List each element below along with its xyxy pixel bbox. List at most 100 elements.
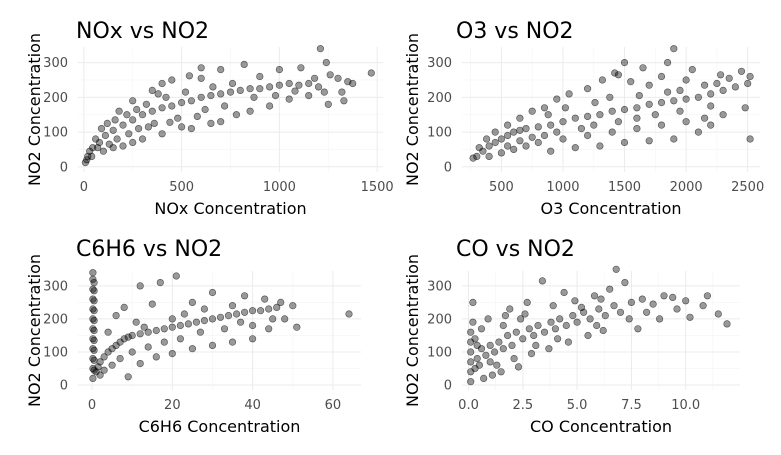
scatter-point — [485, 142, 493, 150]
scatter-point — [486, 358, 494, 366]
scatter-point — [534, 138, 542, 147]
scatter-point — [326, 71, 334, 79]
scatter-point — [324, 100, 332, 108]
scatter-point — [97, 125, 106, 133]
scatter-point — [221, 102, 229, 110]
scatter-point — [176, 335, 184, 343]
scatter-point — [101, 131, 109, 140]
scatter-point — [741, 104, 749, 112]
scatter-point — [532, 341, 540, 350]
scatter-point — [168, 315, 176, 323]
scatter-point — [269, 315, 277, 323]
scatter-point — [99, 147, 107, 155]
scatter-point — [516, 114, 524, 122]
scatter-point — [273, 303, 281, 312]
scatter-point — [233, 310, 241, 318]
scatter-point — [556, 315, 564, 323]
scatter-point — [663, 88, 672, 96]
scatter-point — [275, 65, 284, 74]
scatter-point — [293, 323, 301, 331]
scatter-point — [686, 313, 694, 321]
scatter-point — [93, 144, 102, 152]
scatter-point — [499, 321, 507, 330]
scatter-point — [700, 81, 709, 89]
x-tick-label: 10.0 — [671, 398, 700, 413]
scatter-point — [217, 118, 225, 126]
x-axis-label: NOx Concentration — [154, 199, 306, 218]
scatter-point — [148, 86, 156, 94]
scatter-point — [90, 356, 98, 364]
x-tick-label: 0.0 — [458, 398, 479, 413]
scatter-point — [152, 326, 160, 335]
scatter-point — [316, 45, 325, 53]
scatter-point — [584, 331, 592, 340]
scatter-point — [700, 114, 709, 122]
scatter-point — [608, 128, 616, 136]
scatter-point — [467, 358, 475, 366]
scatter-point — [154, 90, 162, 98]
scatter-point — [491, 128, 499, 136]
scatter-point — [499, 345, 507, 353]
scatter-point — [144, 328, 152, 336]
scatter-point — [746, 135, 754, 143]
scatter-point — [320, 88, 328, 96]
scatter-point — [158, 130, 166, 138]
scatter-point — [510, 145, 518, 153]
scatter-point — [527, 350, 536, 358]
scatter-point — [104, 328, 112, 336]
scatter-point — [256, 85, 264, 93]
scatter-point — [193, 112, 201, 120]
scatter-point — [142, 100, 150, 108]
scatter-point — [516, 137, 524, 145]
scatter-point — [716, 71, 725, 79]
scatter-point — [136, 330, 144, 338]
y-tick-label: 0 — [444, 160, 452, 175]
scatter-point — [528, 133, 536, 141]
scatter-point — [651, 111, 659, 119]
scatter-point — [174, 114, 182, 122]
scatter-point — [504, 331, 512, 340]
scatter-point — [493, 361, 501, 369]
panel-o3-vs-no2: 500 1000 1500 2000 2500 0 100 200 300 O3 vs NO2 O3… — [403, 19, 764, 218]
x-tick-label: 7.5 — [621, 398, 642, 413]
scatter-point — [547, 121, 555, 129]
scatter-point — [180, 310, 188, 318]
scatter-point — [645, 81, 653, 89]
panel-c6h6-vs-no2: 0 20 40 60 0 100 200 300 C6H6 vs NO2 C6H6 Concent… — [25, 237, 361, 436]
scatter-point — [591, 98, 599, 107]
scatter-point — [620, 105, 629, 114]
scatter-point — [120, 335, 128, 343]
scatter-point — [217, 65, 225, 74]
scatter-point — [168, 350, 176, 358]
scatter-point — [596, 142, 604, 150]
scatter-point — [90, 307, 98, 315]
scatter-point — [486, 341, 494, 350]
scatter-point — [488, 371, 497, 379]
scatter-point — [719, 111, 727, 119]
scatter-point — [725, 74, 733, 82]
scatter-point — [100, 366, 108, 374]
scatter-point — [540, 328, 549, 336]
x-tick-label: 40 — [244, 398, 261, 413]
scatter-point — [129, 97, 137, 105]
scatter-point — [256, 72, 264, 81]
scatter-point — [469, 154, 477, 162]
chart-title: CO vs NO2 — [456, 237, 575, 262]
y-tick-label: 200 — [43, 312, 68, 327]
y-tick-label: 300 — [43, 279, 68, 294]
scatter-point — [545, 345, 553, 353]
scatter-point — [484, 315, 492, 323]
scatter-point — [540, 104, 549, 112]
scatter-point — [583, 112, 592, 120]
scatter-point — [367, 69, 375, 77]
scatter-point — [249, 335, 257, 343]
scatter-point — [737, 67, 746, 75]
scatter-point — [187, 97, 195, 105]
scatter-point — [663, 58, 672, 67]
scatter-point — [196, 328, 204, 336]
scatter-point — [471, 335, 479, 343]
scatter-point — [138, 135, 147, 143]
scatter-point — [707, 121, 715, 129]
scatter-point — [322, 58, 330, 67]
